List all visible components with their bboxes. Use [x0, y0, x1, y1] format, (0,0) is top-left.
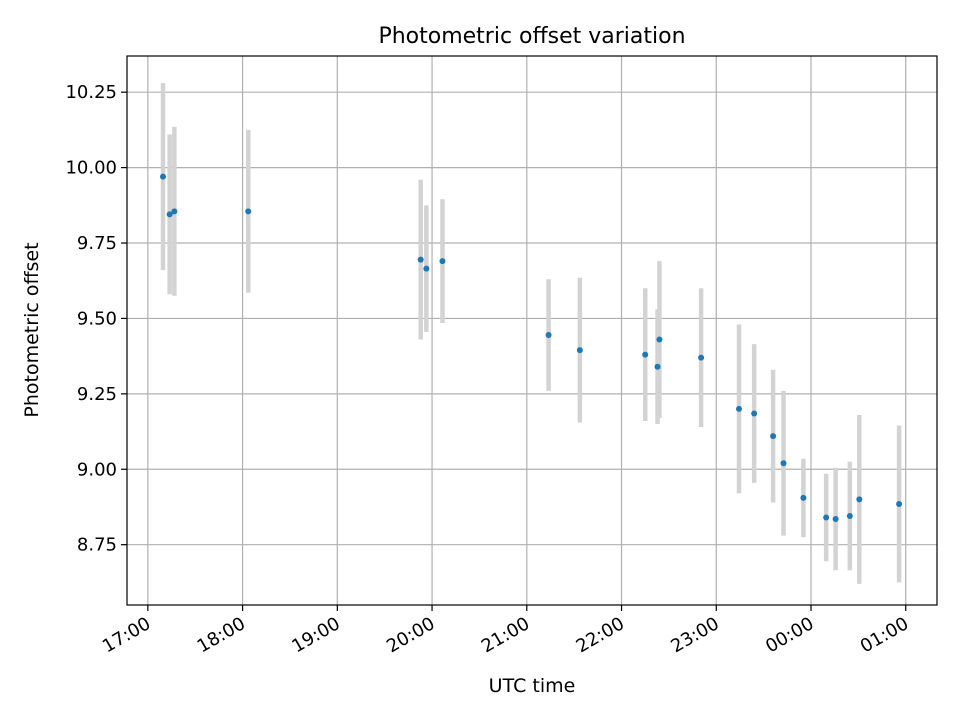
y-tick-label: 10.25 [65, 82, 117, 103]
y-tick-label: 8.75 [77, 535, 117, 556]
data-point [800, 494, 807, 501]
data-point [856, 496, 863, 503]
data-point [576, 347, 583, 354]
data-point [896, 500, 903, 507]
data-point [423, 265, 430, 272]
data-point [698, 354, 705, 361]
data-point [654, 363, 661, 370]
data-point [832, 516, 839, 523]
data-point [171, 208, 178, 215]
data-points [160, 173, 903, 523]
data-point [417, 256, 424, 263]
data-point [245, 208, 252, 215]
data-point [736, 405, 742, 412]
data-point [439, 258, 446, 265]
data-point [751, 410, 758, 417]
y-tick-label: 9.75 [77, 233, 117, 254]
data-point [545, 332, 552, 339]
x-axis-label: UTC time [489, 675, 576, 697]
y-tick-label: 10.00 [65, 158, 117, 179]
plot-frame [126, 55, 938, 606]
y-tick-label: 9.50 [77, 308, 117, 329]
grid-lines [127, 56, 937, 605]
y-tick-label: 9.00 [77, 459, 117, 480]
chart-title: Photometric offset variation [378, 24, 685, 49]
data-point [846, 513, 853, 520]
data-point [166, 211, 173, 218]
data-point [656, 336, 663, 343]
data-point [770, 433, 777, 440]
data-point [642, 351, 649, 358]
y-axis-label: Photometric offset [21, 242, 43, 417]
data-point [823, 514, 830, 521]
y-tick-label: 9.25 [77, 384, 117, 405]
data-point [780, 460, 787, 467]
data-point [160, 173, 166, 180]
